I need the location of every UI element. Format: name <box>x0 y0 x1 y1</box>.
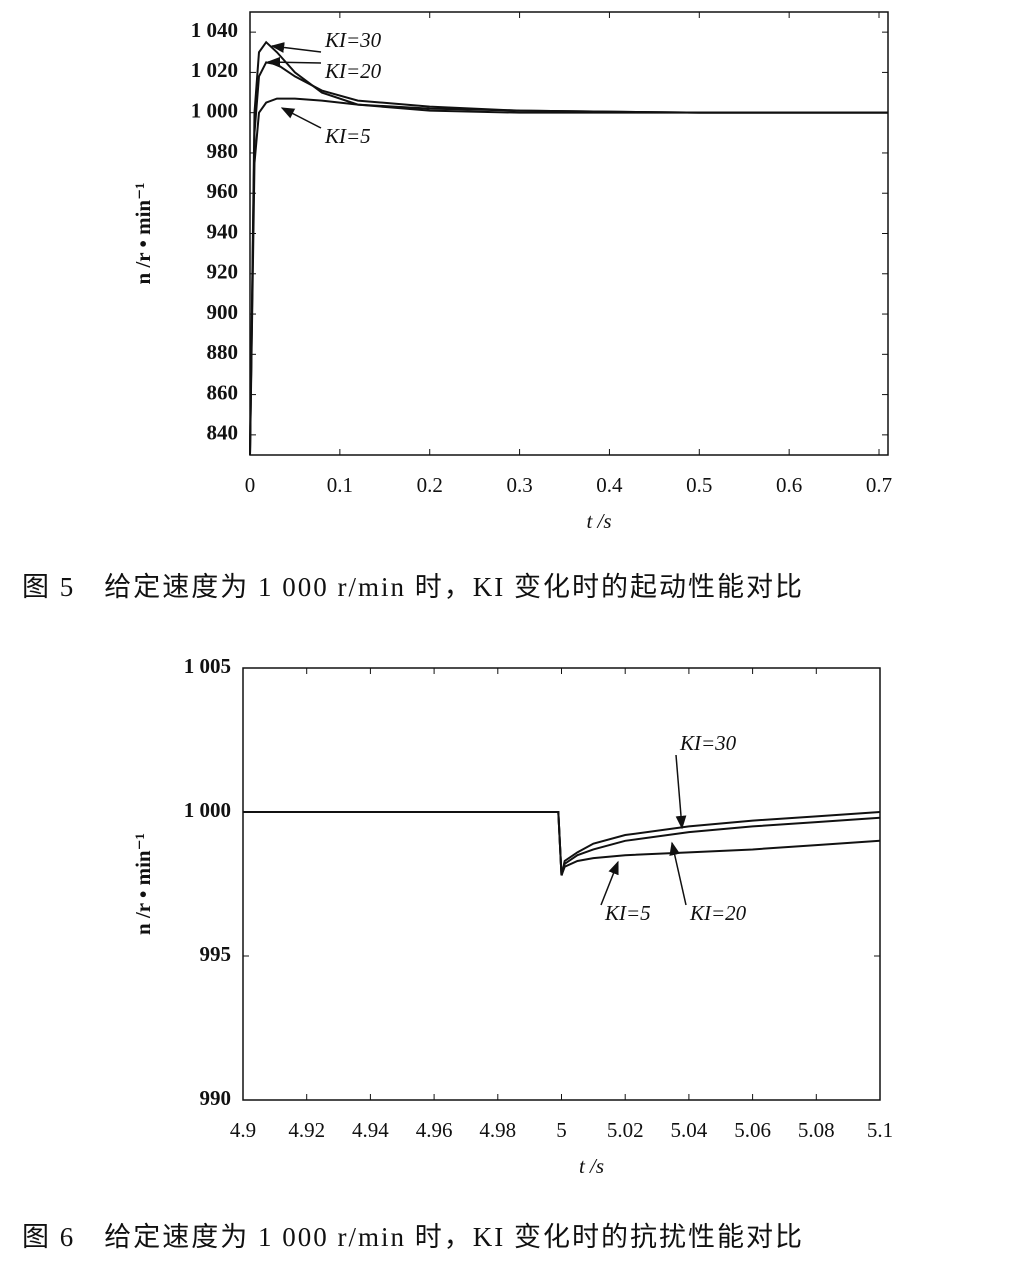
y-tick-label: 900 <box>207 300 239 324</box>
plot-frame <box>242 667 881 1101</box>
series-label: KI=30 <box>679 731 737 755</box>
arrow <box>600 860 619 906</box>
x-tick-label: 5.1 <box>867 1118 893 1142</box>
x-tick-label: 4.96 <box>416 1118 453 1142</box>
series-line <box>249 61 888 456</box>
x-tick-label: 0.7 <box>866 473 892 497</box>
y-tick-label: 1 020 <box>191 58 238 82</box>
x-tick-label: 4.92 <box>288 1118 325 1142</box>
y-tick-label: 860 <box>207 380 239 404</box>
series-label: KI=20 <box>689 901 747 925</box>
arrow <box>270 42 322 53</box>
y-tick-label: 920 <box>207 260 239 284</box>
series-line <box>243 811 881 876</box>
x-tick-label: 0.3 <box>506 473 532 497</box>
caption: 图 5 给定速度为 1 000 r/min 时，KI 变化时的起动性能对比 <box>22 572 804 602</box>
y-tick-label: 995 <box>200 942 232 966</box>
y-tick-label: 1 040 <box>191 18 238 42</box>
series-label: KI=5 <box>604 901 651 925</box>
series-line <box>249 97 888 456</box>
y-tick-label: 1 000 <box>191 98 238 122</box>
x-tick-label: 5 <box>556 1118 567 1142</box>
x-axis-label: t /s <box>579 1154 604 1178</box>
y-tick-label: 880 <box>207 340 239 364</box>
series-label: KI=5 <box>324 124 371 148</box>
y-tick-label: 960 <box>207 179 239 203</box>
arrow <box>266 56 322 68</box>
x-tick-label: 4.98 <box>479 1118 516 1142</box>
x-tick-label: 5.02 <box>607 1118 644 1142</box>
y-tick-label: 940 <box>207 219 239 243</box>
x-tick-label: 4.94 <box>352 1118 389 1142</box>
caption: 图 6 给定速度为 1 000 r/min 时，KI 变化时的抗扰性能对比 <box>22 1222 804 1252</box>
x-tick-label: 0.1 <box>327 473 353 497</box>
x-tick-label: 4.9 <box>230 1118 256 1142</box>
x-tick-label: 0.2 <box>417 473 443 497</box>
x-tick-label: 0.4 <box>596 473 623 497</box>
x-tick-label: 5.06 <box>734 1118 771 1142</box>
x-tick-label: 0 <box>245 473 256 497</box>
arrow <box>280 107 322 129</box>
y-axis-label: n /r • min⁻¹ <box>131 833 155 935</box>
y-tick-label: 840 <box>207 421 239 445</box>
y-tick-label: 1 000 <box>184 798 231 822</box>
series-label: KI=30 <box>324 28 382 52</box>
y-tick-label: 1 005 <box>184 654 231 678</box>
x-axis-label: t /s <box>586 509 611 533</box>
x-tick-label: 0.6 <box>776 473 802 497</box>
series-label: KI=20 <box>324 59 382 83</box>
y-axis-label: n /r • min⁻¹ <box>131 183 155 285</box>
y-tick-label: 980 <box>207 139 239 163</box>
arrow <box>675 754 687 830</box>
x-tick-label: 0.5 <box>686 473 712 497</box>
x-tick-label: 5.04 <box>671 1118 708 1142</box>
y-tick-label: 990 <box>200 1086 232 1110</box>
x-tick-label: 5.08 <box>798 1118 835 1142</box>
